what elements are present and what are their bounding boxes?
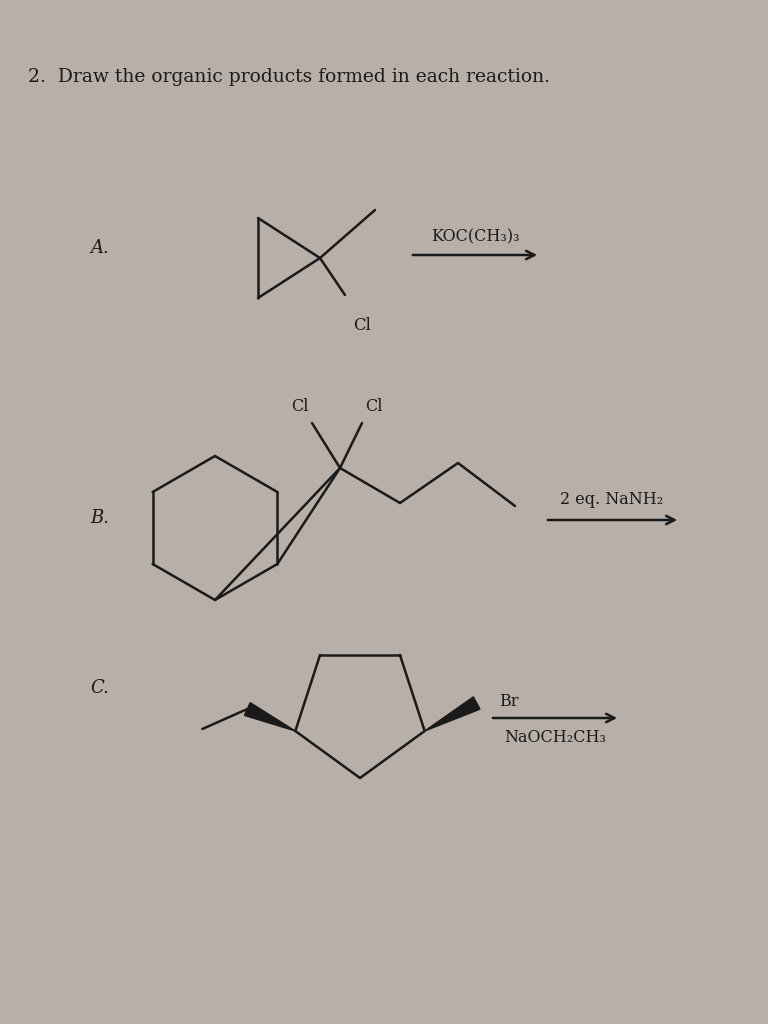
Text: Cl: Cl (291, 398, 309, 415)
Text: Br: Br (498, 692, 518, 710)
Text: 2 eq. NaNH₂: 2 eq. NaNH₂ (561, 492, 664, 509)
Text: C.: C. (90, 679, 109, 697)
Text: Cl: Cl (366, 398, 382, 415)
Text: NaOCH₂CH₃: NaOCH₂CH₃ (504, 729, 606, 746)
Text: KOC(CH₃)₃: KOC(CH₃)₃ (431, 228, 519, 246)
Text: A.: A. (90, 239, 109, 257)
Text: 2.  Draw the organic products formed in each reaction.: 2. Draw the organic products formed in e… (28, 68, 550, 86)
Polygon shape (244, 702, 296, 731)
Polygon shape (425, 697, 480, 731)
Text: Cl: Cl (353, 317, 371, 334)
Text: B.: B. (90, 509, 109, 527)
